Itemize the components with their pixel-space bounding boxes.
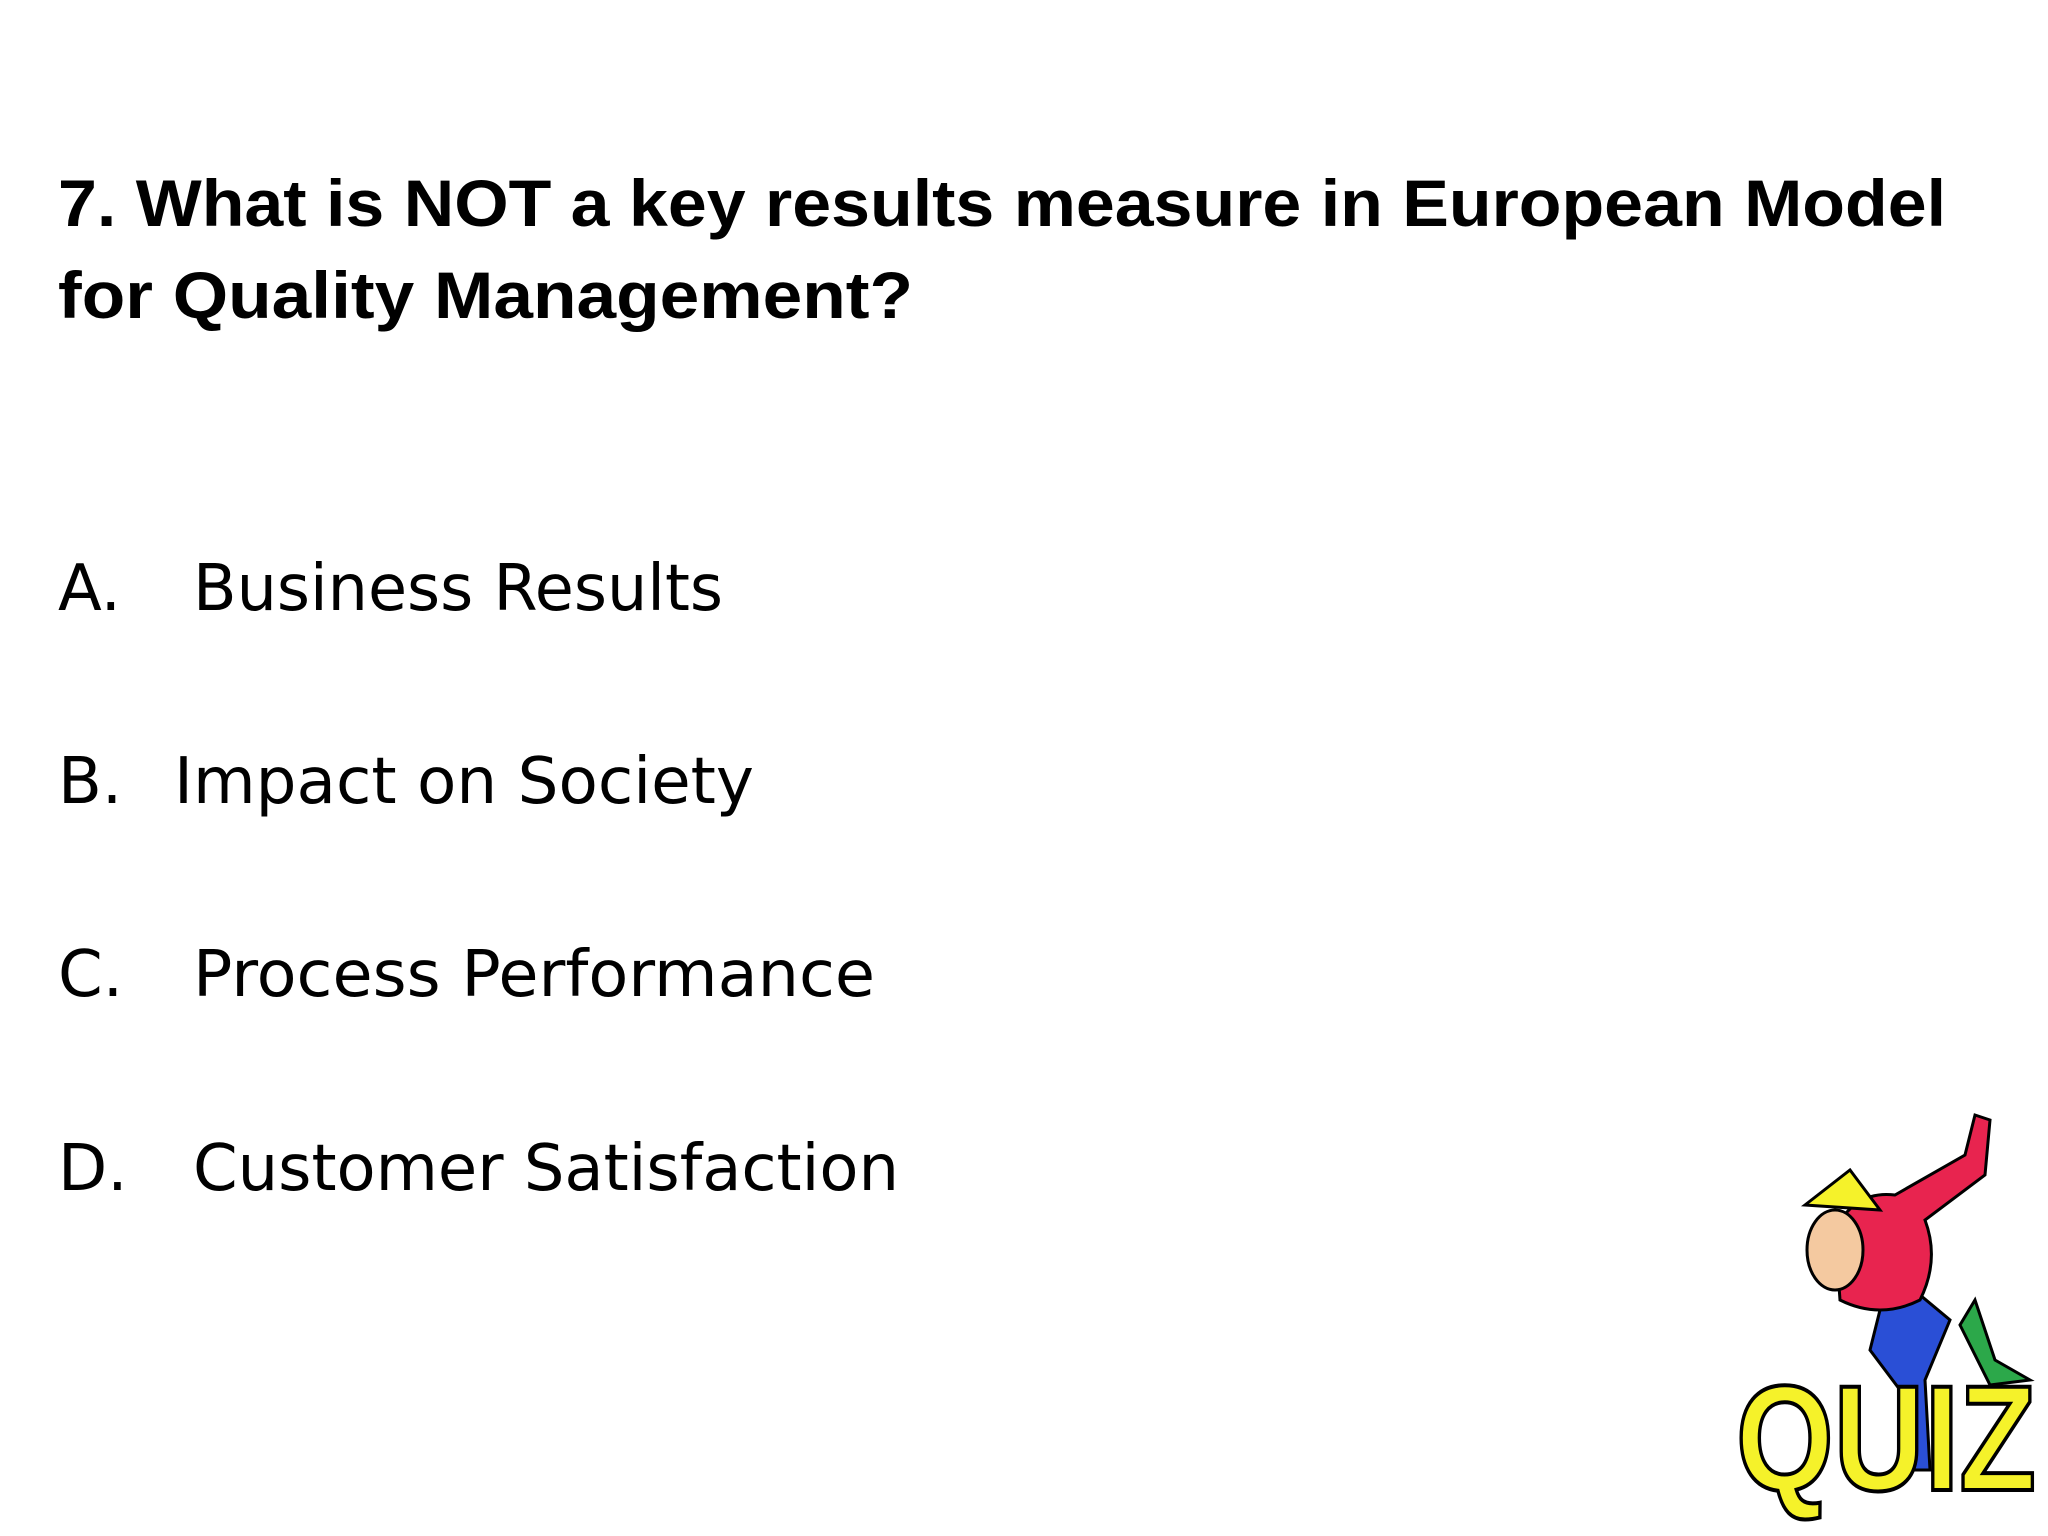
quiz-label: QUIZ — [1736, 1354, 2036, 1522]
option-text: Customer Satisfaction — [193, 1132, 899, 1206]
option-letter: C. — [58, 938, 123, 1012]
question-line: for Quality Management? — [58, 258, 913, 332]
quiz-clipart: QUIZ — [1734, 1113, 2038, 1524]
head — [1805, 1208, 1865, 1292]
legs — [1868, 1267, 1952, 1472]
option-text: Business Results — [193, 552, 723, 626]
option-letter: D. — [58, 1132, 128, 1206]
option-letter: A. — [58, 552, 121, 626]
question-line: 7. What is NOT a key results measure in … — [58, 166, 1946, 240]
hat — [1800, 1167, 1884, 1212]
option-text: Process Performance — [193, 938, 875, 1012]
option-letter: B. — [58, 745, 122, 819]
boot — [1958, 1296, 2035, 1387]
option-text: Impact on Society — [174, 745, 754, 819]
